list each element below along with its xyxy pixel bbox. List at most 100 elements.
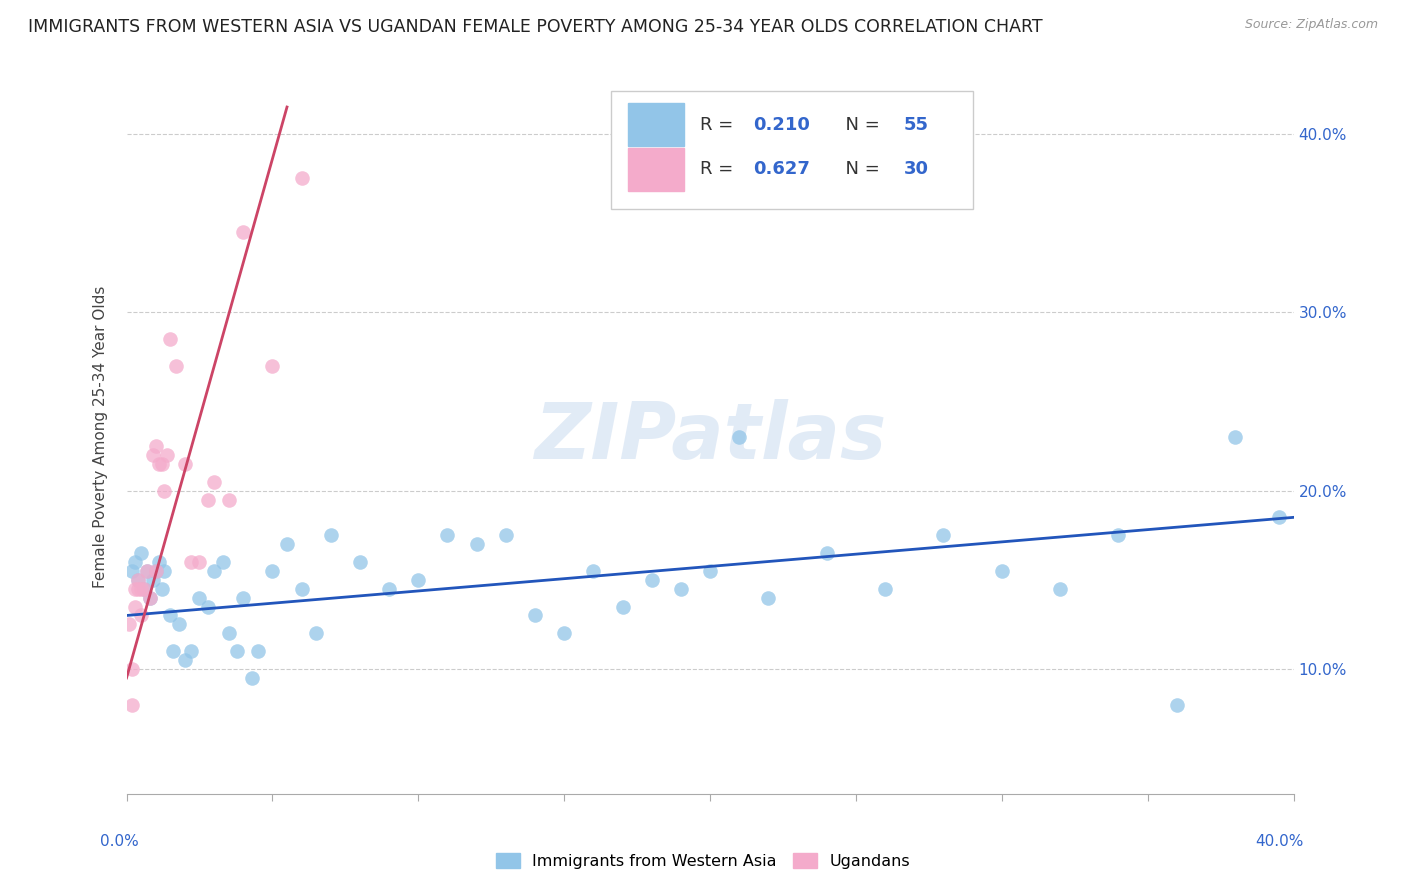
Point xyxy=(165,359,187,373)
Point xyxy=(1049,582,1071,596)
Point xyxy=(465,537,488,551)
Point xyxy=(211,555,233,569)
Text: 55: 55 xyxy=(904,116,929,134)
Point xyxy=(246,644,269,658)
Point xyxy=(188,555,211,569)
Text: 0.627: 0.627 xyxy=(754,161,810,178)
Point xyxy=(129,608,152,623)
Text: IMMIGRANTS FROM WESTERN ASIA VS UGANDAN FEMALE POVERTY AMONG 25-34 YEAR OLDS COR: IMMIGRANTS FROM WESTERN ASIA VS UGANDAN … xyxy=(28,18,1043,36)
Text: 40.0%: 40.0% xyxy=(1256,834,1303,849)
Point xyxy=(121,564,143,578)
Text: N =: N = xyxy=(834,116,886,134)
Point xyxy=(142,573,165,587)
Point xyxy=(129,582,152,596)
Text: 0.0%: 0.0% xyxy=(100,834,139,849)
Point xyxy=(524,608,547,623)
Text: Source: ZipAtlas.com: Source: ZipAtlas.com xyxy=(1244,18,1378,31)
Point xyxy=(612,599,634,614)
Text: N =: N = xyxy=(834,161,886,178)
Point xyxy=(276,537,298,551)
Point xyxy=(174,457,197,471)
Point xyxy=(582,564,605,578)
Point xyxy=(875,582,897,596)
Y-axis label: Female Poverty Among 25-34 Year Olds: Female Poverty Among 25-34 Year Olds xyxy=(93,286,108,588)
Point xyxy=(349,555,371,569)
Point xyxy=(290,582,312,596)
Point xyxy=(756,591,779,605)
Text: 0.210: 0.210 xyxy=(754,116,810,134)
Text: ZIPatlas: ZIPatlas xyxy=(534,399,886,475)
Point xyxy=(153,483,176,498)
Point xyxy=(728,430,751,444)
Point xyxy=(197,599,219,614)
Point xyxy=(180,644,202,658)
Point xyxy=(142,448,165,462)
Point xyxy=(990,564,1012,578)
Point xyxy=(167,617,190,632)
Point xyxy=(118,617,141,632)
Point xyxy=(148,555,170,569)
Point xyxy=(139,591,162,605)
Point xyxy=(159,332,181,346)
Point xyxy=(1108,528,1130,542)
FancyBboxPatch shape xyxy=(628,103,685,146)
Point xyxy=(132,582,155,596)
Point xyxy=(121,698,143,712)
Point xyxy=(162,644,184,658)
Point xyxy=(319,528,342,542)
Point xyxy=(188,591,211,605)
Point xyxy=(240,671,263,685)
Point xyxy=(136,564,159,578)
Point xyxy=(145,564,167,578)
Point xyxy=(150,457,173,471)
Point xyxy=(436,528,458,542)
Point xyxy=(129,546,152,560)
Point xyxy=(699,564,721,578)
FancyBboxPatch shape xyxy=(610,91,973,209)
Point xyxy=(150,582,173,596)
Point xyxy=(153,564,176,578)
Point xyxy=(262,564,284,578)
Point xyxy=(815,546,838,560)
Point xyxy=(174,653,197,667)
Point xyxy=(232,591,254,605)
Point xyxy=(159,608,181,623)
Point xyxy=(197,492,219,507)
FancyBboxPatch shape xyxy=(628,148,685,191)
Point xyxy=(305,626,328,640)
Point xyxy=(262,359,284,373)
Point xyxy=(1166,698,1188,712)
Point xyxy=(124,599,146,614)
Point xyxy=(218,492,240,507)
Point xyxy=(378,582,401,596)
Point xyxy=(1268,510,1291,524)
Point xyxy=(132,582,155,596)
Point xyxy=(145,439,167,453)
Point xyxy=(156,448,179,462)
Point xyxy=(124,582,146,596)
Point xyxy=(218,626,240,640)
Point xyxy=(127,582,149,596)
Text: R =: R = xyxy=(700,161,738,178)
Point xyxy=(139,591,162,605)
Point xyxy=(495,528,517,542)
Point xyxy=(145,564,167,578)
Point xyxy=(202,475,225,489)
Text: R =: R = xyxy=(700,116,738,134)
Point xyxy=(202,564,225,578)
Point xyxy=(553,626,575,640)
Legend: Immigrants from Western Asia, Ugandans: Immigrants from Western Asia, Ugandans xyxy=(489,847,917,875)
Point xyxy=(290,171,312,186)
Point xyxy=(121,662,143,676)
Point xyxy=(232,225,254,239)
Point xyxy=(669,582,692,596)
Point xyxy=(640,573,664,587)
Point xyxy=(932,528,955,542)
Point xyxy=(1223,430,1246,444)
Point xyxy=(127,573,149,587)
Point xyxy=(127,573,149,587)
Point xyxy=(408,573,430,587)
Point xyxy=(124,555,146,569)
Text: 30: 30 xyxy=(904,161,929,178)
Point xyxy=(148,457,170,471)
